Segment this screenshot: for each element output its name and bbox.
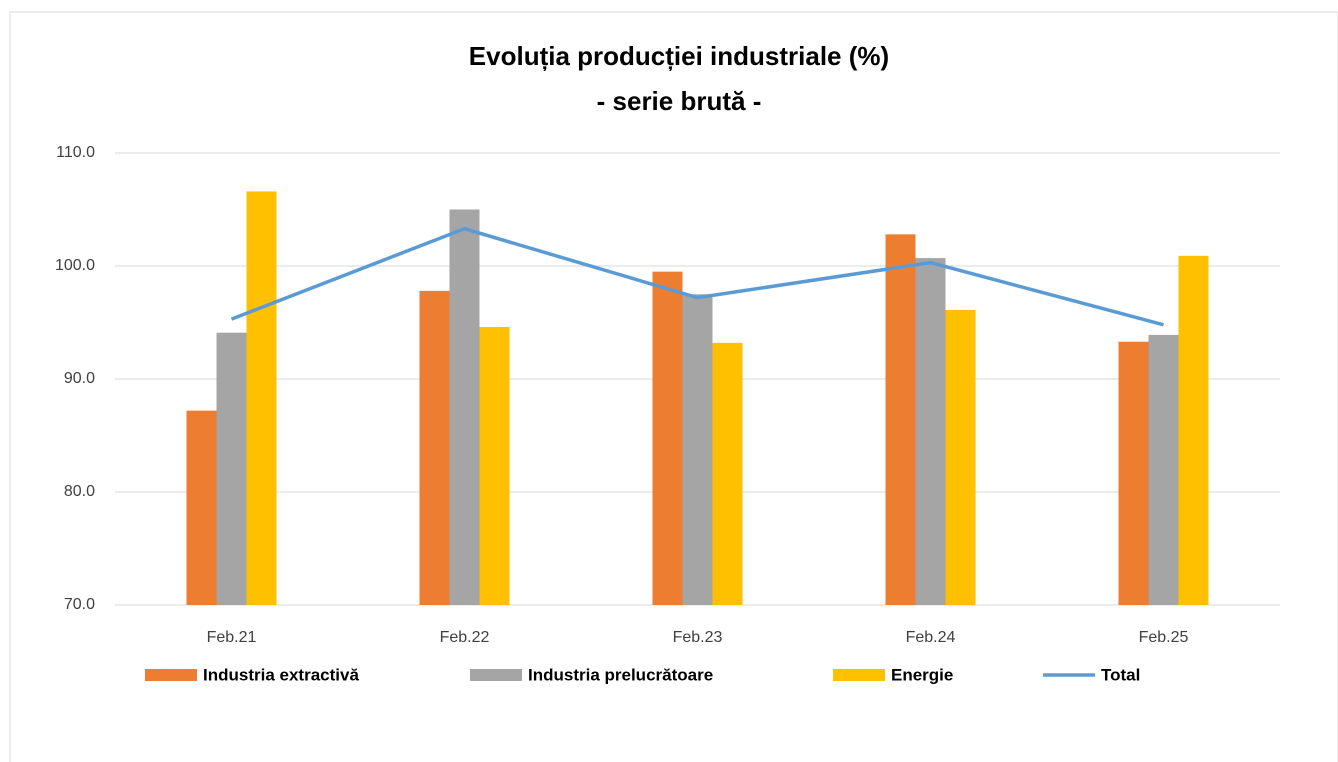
x-tick-label: Feb.24 <box>906 629 956 646</box>
bar <box>419 290 450 605</box>
bar <box>915 258 946 605</box>
x-tick-label: Feb.21 <box>207 629 257 646</box>
legend-swatch <box>145 669 197 681</box>
chart-title: Evoluția producției industriale (%) <box>469 41 889 71</box>
bar <box>1178 255 1209 605</box>
legend-label: Energie <box>891 665 953 684</box>
legend-label: Total <box>1101 665 1140 684</box>
legend-swatch <box>833 669 885 681</box>
bar <box>449 209 480 605</box>
chart-border <box>9 11 1338 762</box>
x-tick-label: Feb.25 <box>1139 629 1189 646</box>
bar <box>652 271 683 605</box>
x-tick-label: Feb.23 <box>673 629 723 646</box>
bar <box>945 310 976 605</box>
y-tick-label: 110.0 <box>56 144 95 161</box>
bar <box>479 327 510 605</box>
y-tick-label: 90.0 <box>64 370 95 387</box>
bar <box>216 332 247 605</box>
bar <box>246 191 277 606</box>
line <box>230 226 1164 327</box>
bar <box>712 342 743 605</box>
bar <box>885 234 916 606</box>
legend-swatch <box>470 669 522 681</box>
y-tick-label: 70.0 <box>64 596 95 613</box>
bar <box>1148 334 1179 605</box>
legend-label: Industria prelucrătoare <box>528 665 713 684</box>
legend-label: Industria extractivă <box>203 665 359 684</box>
bar <box>682 294 713 605</box>
chart-subtitle: - serie brută - <box>597 86 762 116</box>
y-tick-label: 100.0 <box>55 257 95 274</box>
bar <box>186 410 217 605</box>
bar <box>1118 341 1149 605</box>
x-tick-label: Feb.22 <box>440 629 490 646</box>
y-tick-label: 80.0 <box>64 483 95 500</box>
